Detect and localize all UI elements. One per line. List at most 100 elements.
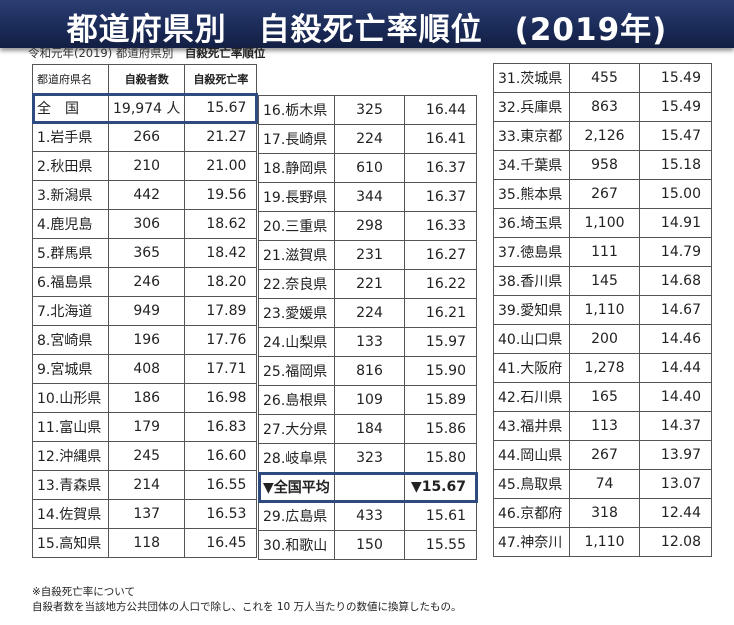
count-cell: 224 — [334, 124, 405, 154]
rate-cell: 15.18 — [639, 150, 712, 180]
rate-cell: 17.71 — [184, 354, 258, 384]
table-row: 23.愛媛県 224 16.21 — [258, 298, 477, 328]
rate-cell: 15.89 — [404, 385, 477, 415]
prefecture-cell: 19.長野県 — [258, 182, 335, 212]
table-row: 29.広島県 433 15.61 — [258, 501, 477, 531]
rate-cell: 14.79 — [639, 237, 712, 267]
count-cell: 109 — [334, 385, 405, 415]
table-row: 41.大阪府 1,278 14.44 — [493, 353, 712, 383]
rate-cell: 15.47 — [639, 121, 712, 151]
table-row: 31.茨城県 455 15.49 — [493, 63, 712, 93]
table-row: 12.沖縄県 245 16.60 — [32, 441, 258, 471]
subtitle-bold: 自殺死亡率順位 — [184, 46, 266, 60]
table-row: 11.富山県 179 16.83 — [32, 412, 258, 442]
footnote: ※自殺死亡率について 自殺者数を当該地方公共団体の人口で除し、これを 10 万人… — [32, 585, 462, 615]
table-row: 4.鹿児島 306 18.62 — [32, 209, 258, 239]
table-row: 9.宮城県 408 17.71 — [32, 354, 258, 384]
prefecture-cell: 24.山梨県 — [258, 327, 335, 357]
rate-cell: 18.42 — [184, 238, 258, 268]
rate-cell: 16.22 — [404, 269, 477, 299]
rate-cell: 19.56 — [184, 180, 258, 210]
count-cell: 442 — [107, 180, 186, 210]
rate-cell: 15.86 — [404, 414, 477, 444]
count-cell: 1,110 — [569, 295, 640, 325]
count-cell: 433 — [334, 501, 405, 531]
prefecture-cell: 9.宮城県 — [32, 354, 109, 384]
rate-cell: 17.89 — [184, 296, 258, 326]
rate-cell: 自殺死亡率 — [184, 64, 258, 94]
count-cell: 184 — [334, 414, 405, 444]
footnote-text: 自殺者数を当該地方公共団体の人口で除し、これを 10 万人当たりの数値に換算した… — [32, 601, 462, 613]
table-row: 30.和歌山 150 15.55 — [258, 530, 477, 560]
prefecture-cell: 14.佐賀県 — [32, 499, 109, 529]
count-cell: 306 — [107, 209, 186, 239]
table-row: 7.北海道 949 17.89 — [32, 296, 258, 326]
prefecture-cell: ▼全国平均 — [258, 472, 335, 502]
rate-cell: 17.76 — [184, 325, 258, 355]
rate-cell: 16.60 — [184, 441, 258, 471]
table-row: 42.石川県 165 14.40 — [493, 382, 712, 412]
header-row: 都道府県名 自殺者数 自殺死亡率 — [32, 64, 258, 94]
table-row: 22.奈良県 221 16.22 — [258, 269, 477, 299]
count-cell: 150 — [334, 530, 405, 560]
count-cell: 179 — [107, 412, 186, 442]
prefecture-cell: 22.奈良県 — [258, 269, 335, 299]
count-cell: 74 — [569, 469, 640, 499]
prefecture-cell: 33.東京都 — [493, 121, 570, 151]
table-row: 1.岩手県 266 21.27 — [32, 122, 258, 152]
table-row: 27.大分県 184 15.86 — [258, 414, 477, 444]
prefecture-cell: 40.山口県 — [493, 324, 570, 354]
rate-cell: 15.49 — [639, 63, 712, 93]
count-cell: 455 — [569, 63, 640, 93]
ranking-table-1: 都道府県名 自殺者数 自殺死亡率全 国 19,974 人 15.67 1.岩手県 266 21… — [31, 64, 258, 558]
table-row: 20.三重県 298 16.33 — [258, 211, 477, 241]
count-cell: 266 — [107, 122, 186, 152]
rate-cell: 15.00 — [639, 179, 712, 209]
count-cell: 267 — [569, 440, 640, 470]
ranking-table-3: 31.茨城県 455 15.49 32.兵庫県 863 15.49 33.東京都 2,126 1… — [493, 63, 712, 557]
table-row: 35.熊本県 267 15.00 — [493, 179, 712, 209]
table-row: 19.長野県 344 16.37 — [258, 182, 477, 212]
rate-cell: 14.67 — [639, 295, 712, 325]
rate-cell: 14.46 — [639, 324, 712, 354]
count-cell: 165 — [569, 382, 640, 412]
table-row: 3.新潟県 442 19.56 — [32, 180, 258, 210]
prefecture-cell: 4.鹿児島 — [32, 209, 109, 239]
prefecture-cell: 31.茨城県 — [493, 63, 570, 93]
count-cell: 318 — [569, 498, 640, 528]
table-row: 36.埼玉県 1,100 14.91 — [493, 208, 712, 238]
count-cell: 145 — [569, 266, 640, 296]
count-cell: 221 — [334, 269, 405, 299]
prefecture-cell: 17.長崎県 — [258, 124, 335, 154]
rate-cell: 15.67 — [184, 93, 258, 123]
count-cell: 344 — [334, 182, 405, 212]
rate-cell: 16.98 — [184, 383, 258, 413]
table-row: 47.神奈川 1,110 12.08 — [493, 527, 712, 557]
rate-cell: 15.55 — [404, 530, 477, 560]
count-cell: 2,126 — [569, 121, 640, 151]
count-cell: 113 — [569, 411, 640, 441]
rate-cell: 16.37 — [404, 153, 477, 183]
table-row: 32.兵庫県 863 15.49 — [493, 92, 712, 122]
rate-cell: 14.44 — [639, 353, 712, 383]
table-row: 38.香川県 145 14.68 — [493, 266, 712, 296]
table-row: 18.静岡県 610 16.37 — [258, 153, 477, 183]
rate-cell: 16.44 — [404, 95, 477, 125]
count-cell: 自殺者数 — [107, 64, 186, 94]
ranking-table-2: 16.栃木県 325 16.44 17.長崎県 224 16.41 18.静岡県 610 16.… — [257, 95, 478, 560]
count-cell: 1,100 — [569, 208, 640, 238]
count-cell: 214 — [107, 470, 186, 500]
prefecture-cell: 41.大阪府 — [493, 353, 570, 383]
table-row: 10.山形県 186 16.98 — [32, 383, 258, 413]
count-cell: 133 — [334, 327, 405, 357]
rate-cell: 12.44 — [639, 498, 712, 528]
rate-cell: 16.45 — [184, 528, 258, 558]
rate-cell: 18.62 — [184, 209, 258, 239]
count-cell: 186 — [107, 383, 186, 413]
count-cell: 245 — [107, 441, 186, 471]
table-row: 28.岐阜県 323 15.80 — [258, 443, 477, 473]
count-cell: 1,110 — [569, 527, 640, 557]
count-cell: 365 — [107, 238, 186, 268]
count-cell: 958 — [569, 150, 640, 180]
page-title: 都道府県別 自殺死亡率順位 (2019年) — [66, 12, 668, 48]
